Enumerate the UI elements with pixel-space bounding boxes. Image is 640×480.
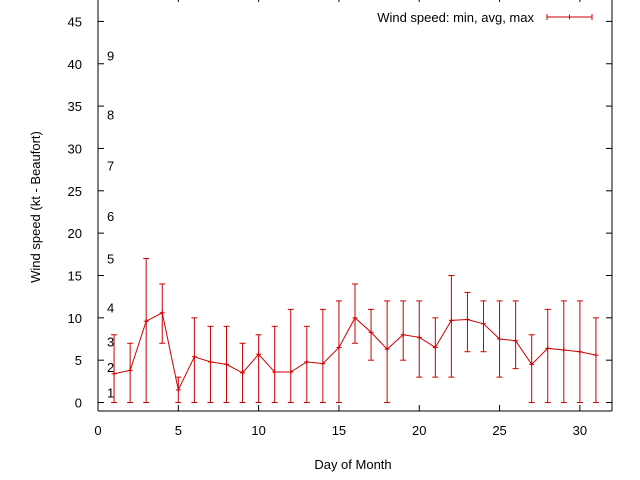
avg-point (481, 321, 486, 327)
avg-point (159, 310, 165, 316)
legend-series-label: Wind speed: min, avg, max (377, 10, 534, 25)
beaufort-label: 4 (107, 301, 114, 316)
y-tick-label: 0 (75, 396, 82, 411)
plot-frame (97, 0, 613, 412)
avg-point (320, 361, 326, 367)
avg-point (207, 359, 213, 365)
avg-point (352, 315, 358, 321)
avg-point (336, 344, 342, 350)
x-tick-label: 15 (332, 423, 346, 438)
legend-sample-point (567, 14, 572, 20)
beaufort-label: 9 (107, 48, 114, 63)
avg-point (288, 369, 294, 375)
avg-point (513, 338, 519, 344)
x-tick-label: 20 (412, 423, 426, 438)
avg-point (127, 367, 133, 373)
beaufort-label: 2 (107, 360, 114, 375)
avg-point (240, 370, 246, 376)
x-tick-label: 0 (94, 423, 101, 438)
legend-series-sample (546, 14, 593, 20)
y-tick-label: 25 (68, 184, 82, 199)
y-tick-label: 15 (68, 268, 82, 283)
beaufort-label: 6 (107, 209, 114, 224)
x-axis-ticks: 0 5 10 15 20 25 30 (94, 0, 587, 438)
avg-point (143, 318, 149, 324)
x-tick-label: 5 (175, 423, 182, 438)
beaufort-label: 5 (107, 252, 114, 267)
avg-point (224, 361, 229, 367)
beaufort-scale-labels: 1 2 3 4 5 6 7 8 9 (107, 48, 114, 400)
data-points (111, 310, 599, 393)
y-tick-label: 35 (68, 99, 82, 114)
avg-point (111, 371, 117, 377)
y-tick-label: 30 (68, 141, 82, 156)
avg-point (384, 346, 390, 352)
y-tick-label: 45 (68, 14, 82, 29)
avg-point (400, 332, 406, 338)
avg-point (561, 347, 567, 353)
y-tick-label: 5 (75, 353, 82, 368)
x-tick-label: 25 (492, 423, 506, 438)
avg-point (448, 317, 454, 323)
x-tick-label: 30 (573, 423, 587, 438)
x-tick-label: 10 (251, 423, 265, 438)
avg-point (593, 352, 599, 358)
avg-point (529, 361, 535, 367)
avg-point (256, 351, 262, 357)
avg-point (577, 349, 583, 355)
error-bars (111, 258, 599, 404)
y-tick-label: 10 (68, 311, 82, 326)
avg-point (416, 334, 422, 340)
beaufort-label: 7 (107, 158, 114, 173)
beaufort-label: 8 (107, 108, 114, 123)
avg-point (497, 336, 503, 342)
beaufort-label: 1 (107, 385, 114, 400)
avg-point (432, 344, 438, 350)
avg-point (368, 329, 374, 335)
avg-point (175, 387, 181, 393)
y-tick-label: 40 (68, 57, 82, 72)
x-axis-label: Day of Month (314, 457, 391, 472)
legend: Wind speed: min, avg, max (377, 10, 593, 25)
avg-point (545, 345, 551, 351)
beaufort-label: 3 (107, 335, 114, 350)
avg-point (191, 354, 197, 360)
avg-point (272, 369, 278, 375)
avg-point (304, 359, 310, 365)
y-axis-label: Wind speed (kt - Beaufort) (28, 131, 43, 283)
avg-point (464, 317, 470, 323)
y-tick-label: 20 (68, 226, 82, 241)
